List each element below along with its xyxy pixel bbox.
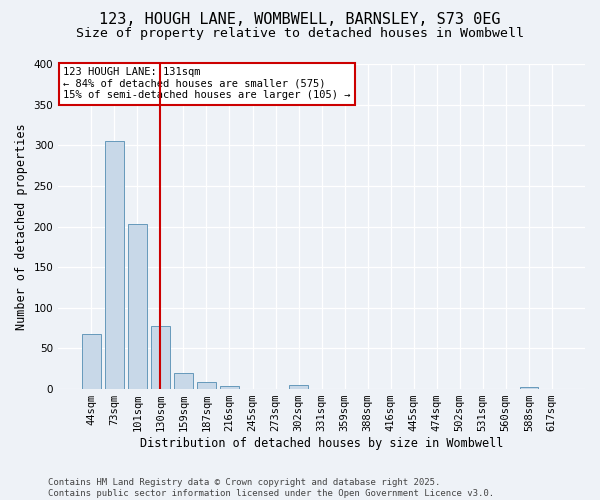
- Bar: [128, 224, 146, 389]
- Bar: [151, 326, 170, 389]
- Bar: [82, 334, 101, 389]
- Text: Size of property relative to detached houses in Wombwell: Size of property relative to detached ho…: [76, 28, 524, 40]
- Bar: [197, 382, 215, 389]
- Bar: [520, 386, 538, 389]
- Text: 123 HOUGH LANE: 131sqm
← 84% of detached houses are smaller (575)
15% of semi-de: 123 HOUGH LANE: 131sqm ← 84% of detached…: [64, 68, 351, 100]
- Text: 123, HOUGH LANE, WOMBWELL, BARNSLEY, S73 0EG: 123, HOUGH LANE, WOMBWELL, BARNSLEY, S73…: [99, 12, 501, 28]
- Bar: [289, 385, 308, 389]
- X-axis label: Distribution of detached houses by size in Wombwell: Distribution of detached houses by size …: [140, 437, 503, 450]
- Bar: [105, 141, 124, 389]
- Bar: [174, 373, 193, 389]
- Text: Contains HM Land Registry data © Crown copyright and database right 2025.
Contai: Contains HM Land Registry data © Crown c…: [48, 478, 494, 498]
- Bar: [220, 386, 239, 389]
- Y-axis label: Number of detached properties: Number of detached properties: [15, 123, 28, 330]
